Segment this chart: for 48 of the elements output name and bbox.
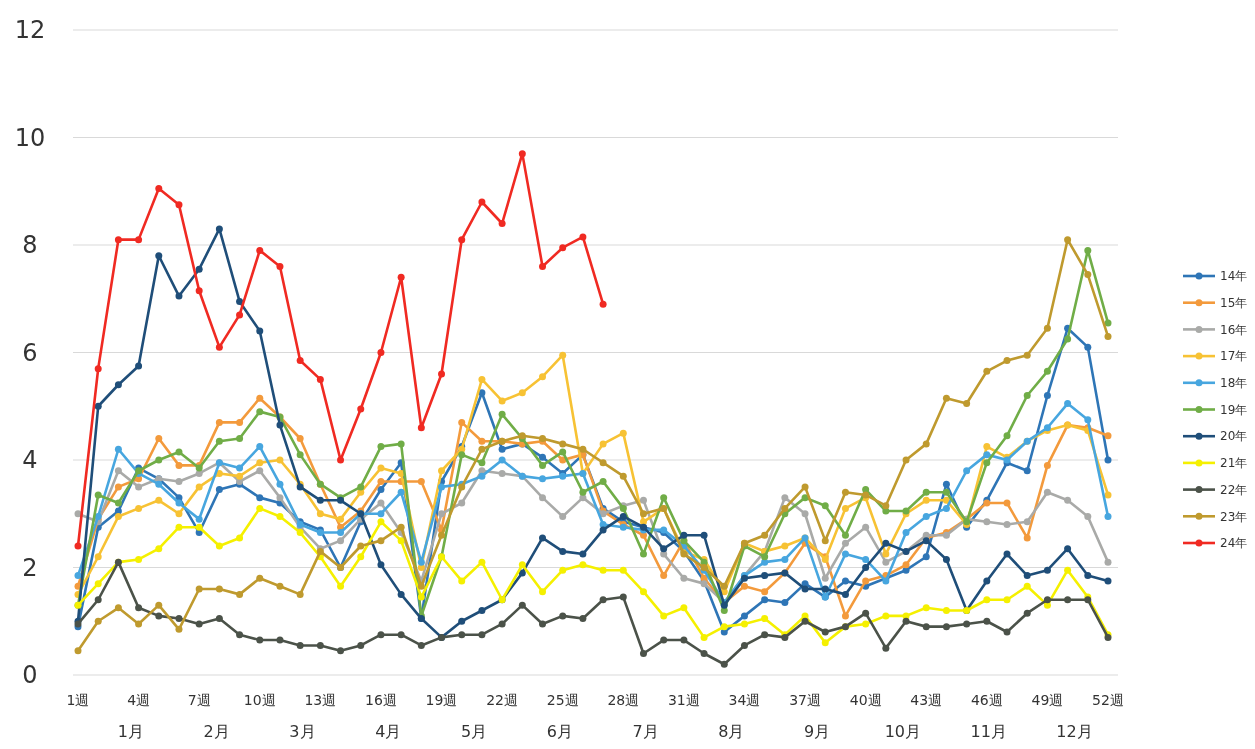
text: 12月 bbox=[1056, 722, 1093, 741]
y-tick-label: 8 bbox=[22, 231, 38, 260]
text: 4月 bbox=[375, 722, 402, 741]
x-tick-label: 34週 bbox=[728, 692, 761, 708]
legend-label: 21年 bbox=[1220, 456, 1248, 471]
legend-label: 19年 bbox=[1220, 402, 1248, 417]
legend-label: 15年 bbox=[1220, 295, 1248, 310]
text: 6月 bbox=[546, 722, 573, 741]
x-tick-label: 46週 bbox=[970, 692, 1003, 708]
x-tick-label: 7週 bbox=[187, 692, 211, 708]
x-tick-label: 43週 bbox=[910, 692, 943, 708]
x-tick-label: 1週 bbox=[66, 692, 90, 708]
legend-label: 18年 bbox=[1220, 376, 1248, 390]
text: 5月 bbox=[460, 722, 488, 741]
x-tick-label: 13週 bbox=[304, 692, 337, 708]
x-tick-label: 10週 bbox=[243, 692, 276, 708]
text: 2月 bbox=[203, 722, 230, 741]
x-tick-label: 25週 bbox=[546, 692, 579, 708]
text: 11月 bbox=[970, 722, 1007, 741]
y-tick-label: 2 bbox=[22, 553, 38, 582]
legend-label: 24年 bbox=[1220, 536, 1248, 551]
y-tick-label: 12 bbox=[14, 16, 46, 45]
legend-label: 14年 bbox=[1220, 269, 1248, 284]
legend-label: 17年 bbox=[1220, 349, 1248, 364]
text: 10月 bbox=[884, 722, 922, 741]
x-tick-label: 4週 bbox=[127, 692, 151, 708]
y-tick-label: 10 bbox=[14, 123, 46, 152]
y-tick-label: 4 bbox=[22, 446, 38, 475]
legend-label: 22年 bbox=[1220, 482, 1248, 497]
x-tick-label: 40週 bbox=[849, 692, 882, 708]
text: 3月 bbox=[289, 722, 316, 741]
y-tick-label: 6 bbox=[22, 338, 38, 367]
text: 9月 bbox=[804, 722, 831, 741]
x-tick-label: 31週 bbox=[667, 692, 700, 708]
text: 1月 bbox=[117, 722, 144, 741]
legend-label: 20年 bbox=[1220, 429, 1248, 444]
x-tick-label: 16週 bbox=[365, 692, 397, 708]
text: 7月 bbox=[632, 722, 659, 741]
x-tick-label: 49週 bbox=[1031, 692, 1064, 708]
legend-label: 23年 bbox=[1220, 509, 1248, 524]
text: 8月 bbox=[718, 722, 745, 741]
x-tick-label: 52週 bbox=[1092, 692, 1124, 708]
legend-label: 16年 bbox=[1220, 322, 1248, 337]
y-tick-label: 0 bbox=[22, 661, 38, 690]
x-tick-label: 37週 bbox=[789, 692, 821, 708]
x-tick-label: 19週 bbox=[425, 692, 458, 708]
x-tick-label: 28週 bbox=[607, 692, 640, 708]
x-tick-label: 22週 bbox=[486, 692, 519, 708]
